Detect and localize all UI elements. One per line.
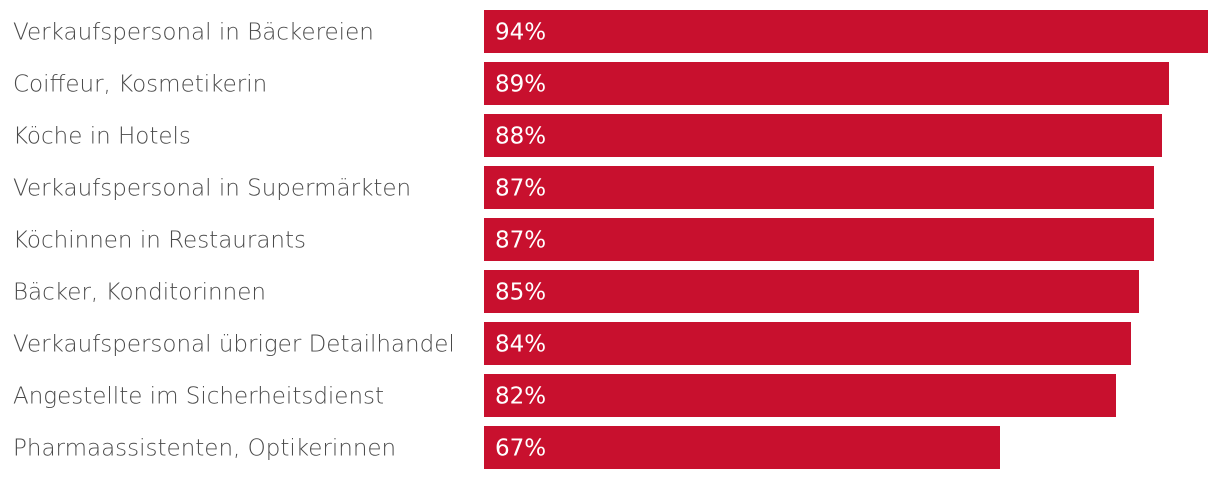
bar-row: Coiffeur, Kosmetikerin 89% bbox=[13, 62, 1169, 105]
bar-row: Verkaufspersonal in Supermärkten 87% bbox=[13, 166, 1154, 209]
value-label: 89% bbox=[495, 72, 546, 98]
bar bbox=[484, 10, 1208, 53]
category-label: Verkaufspersonal in Bäckereien bbox=[13, 20, 374, 46]
bar-row: Angestellte im Sicherheitsdienst 82% bbox=[13, 374, 1116, 417]
bar-row: Köche in Hotels 88% bbox=[13, 114, 1162, 157]
bar bbox=[484, 166, 1154, 209]
bar bbox=[484, 218, 1154, 261]
category-label: Verkaufspersonal in Supermärkten bbox=[13, 176, 411, 202]
bar bbox=[484, 374, 1116, 417]
value-label: 67% bbox=[495, 436, 546, 462]
value-label: 94% bbox=[495, 20, 546, 46]
value-label: 84% bbox=[495, 332, 546, 358]
bar bbox=[484, 322, 1131, 365]
category-label: Pharmaassistenten, Optikerinnen bbox=[13, 436, 396, 462]
bar bbox=[484, 426, 1000, 469]
bar bbox=[484, 114, 1162, 157]
chart-rows: Verkaufspersonal in Bäckereien 94% Coiffeu… bbox=[13, 10, 1208, 469]
category-label: Angestellte im Sicherheitsdienst bbox=[13, 384, 384, 410]
bar bbox=[484, 62, 1169, 105]
category-label: Köche in Hotels bbox=[13, 124, 191, 150]
bar bbox=[484, 270, 1139, 313]
value-label: 87% bbox=[495, 228, 546, 254]
bar-row: Köchinnen in Restaurants 87% bbox=[13, 218, 1154, 261]
category-label: Verkaufspersonal übriger Detailhandel bbox=[13, 332, 455, 358]
value-label: 82% bbox=[495, 384, 546, 410]
bar-row: Verkaufspersonal übriger Detailhandel 84% bbox=[13, 322, 1131, 365]
category-label: Köchinnen in Restaurants bbox=[13, 228, 306, 254]
bar-row: Pharmaassistenten, Optikerinnen 67% bbox=[13, 426, 1000, 469]
value-label: 88% bbox=[495, 124, 546, 150]
bar-row: Verkaufspersonal in Bäckereien 94% bbox=[13, 10, 1208, 53]
value-label: 87% bbox=[495, 176, 546, 202]
bar-row: Bäcker, Konditorinnen 85% bbox=[13, 270, 1139, 313]
category-label: Bäcker, Konditorinnen bbox=[13, 280, 266, 306]
value-label: 85% bbox=[495, 280, 546, 306]
category-label: Coiffeur, Kosmetikerin bbox=[13, 72, 267, 98]
